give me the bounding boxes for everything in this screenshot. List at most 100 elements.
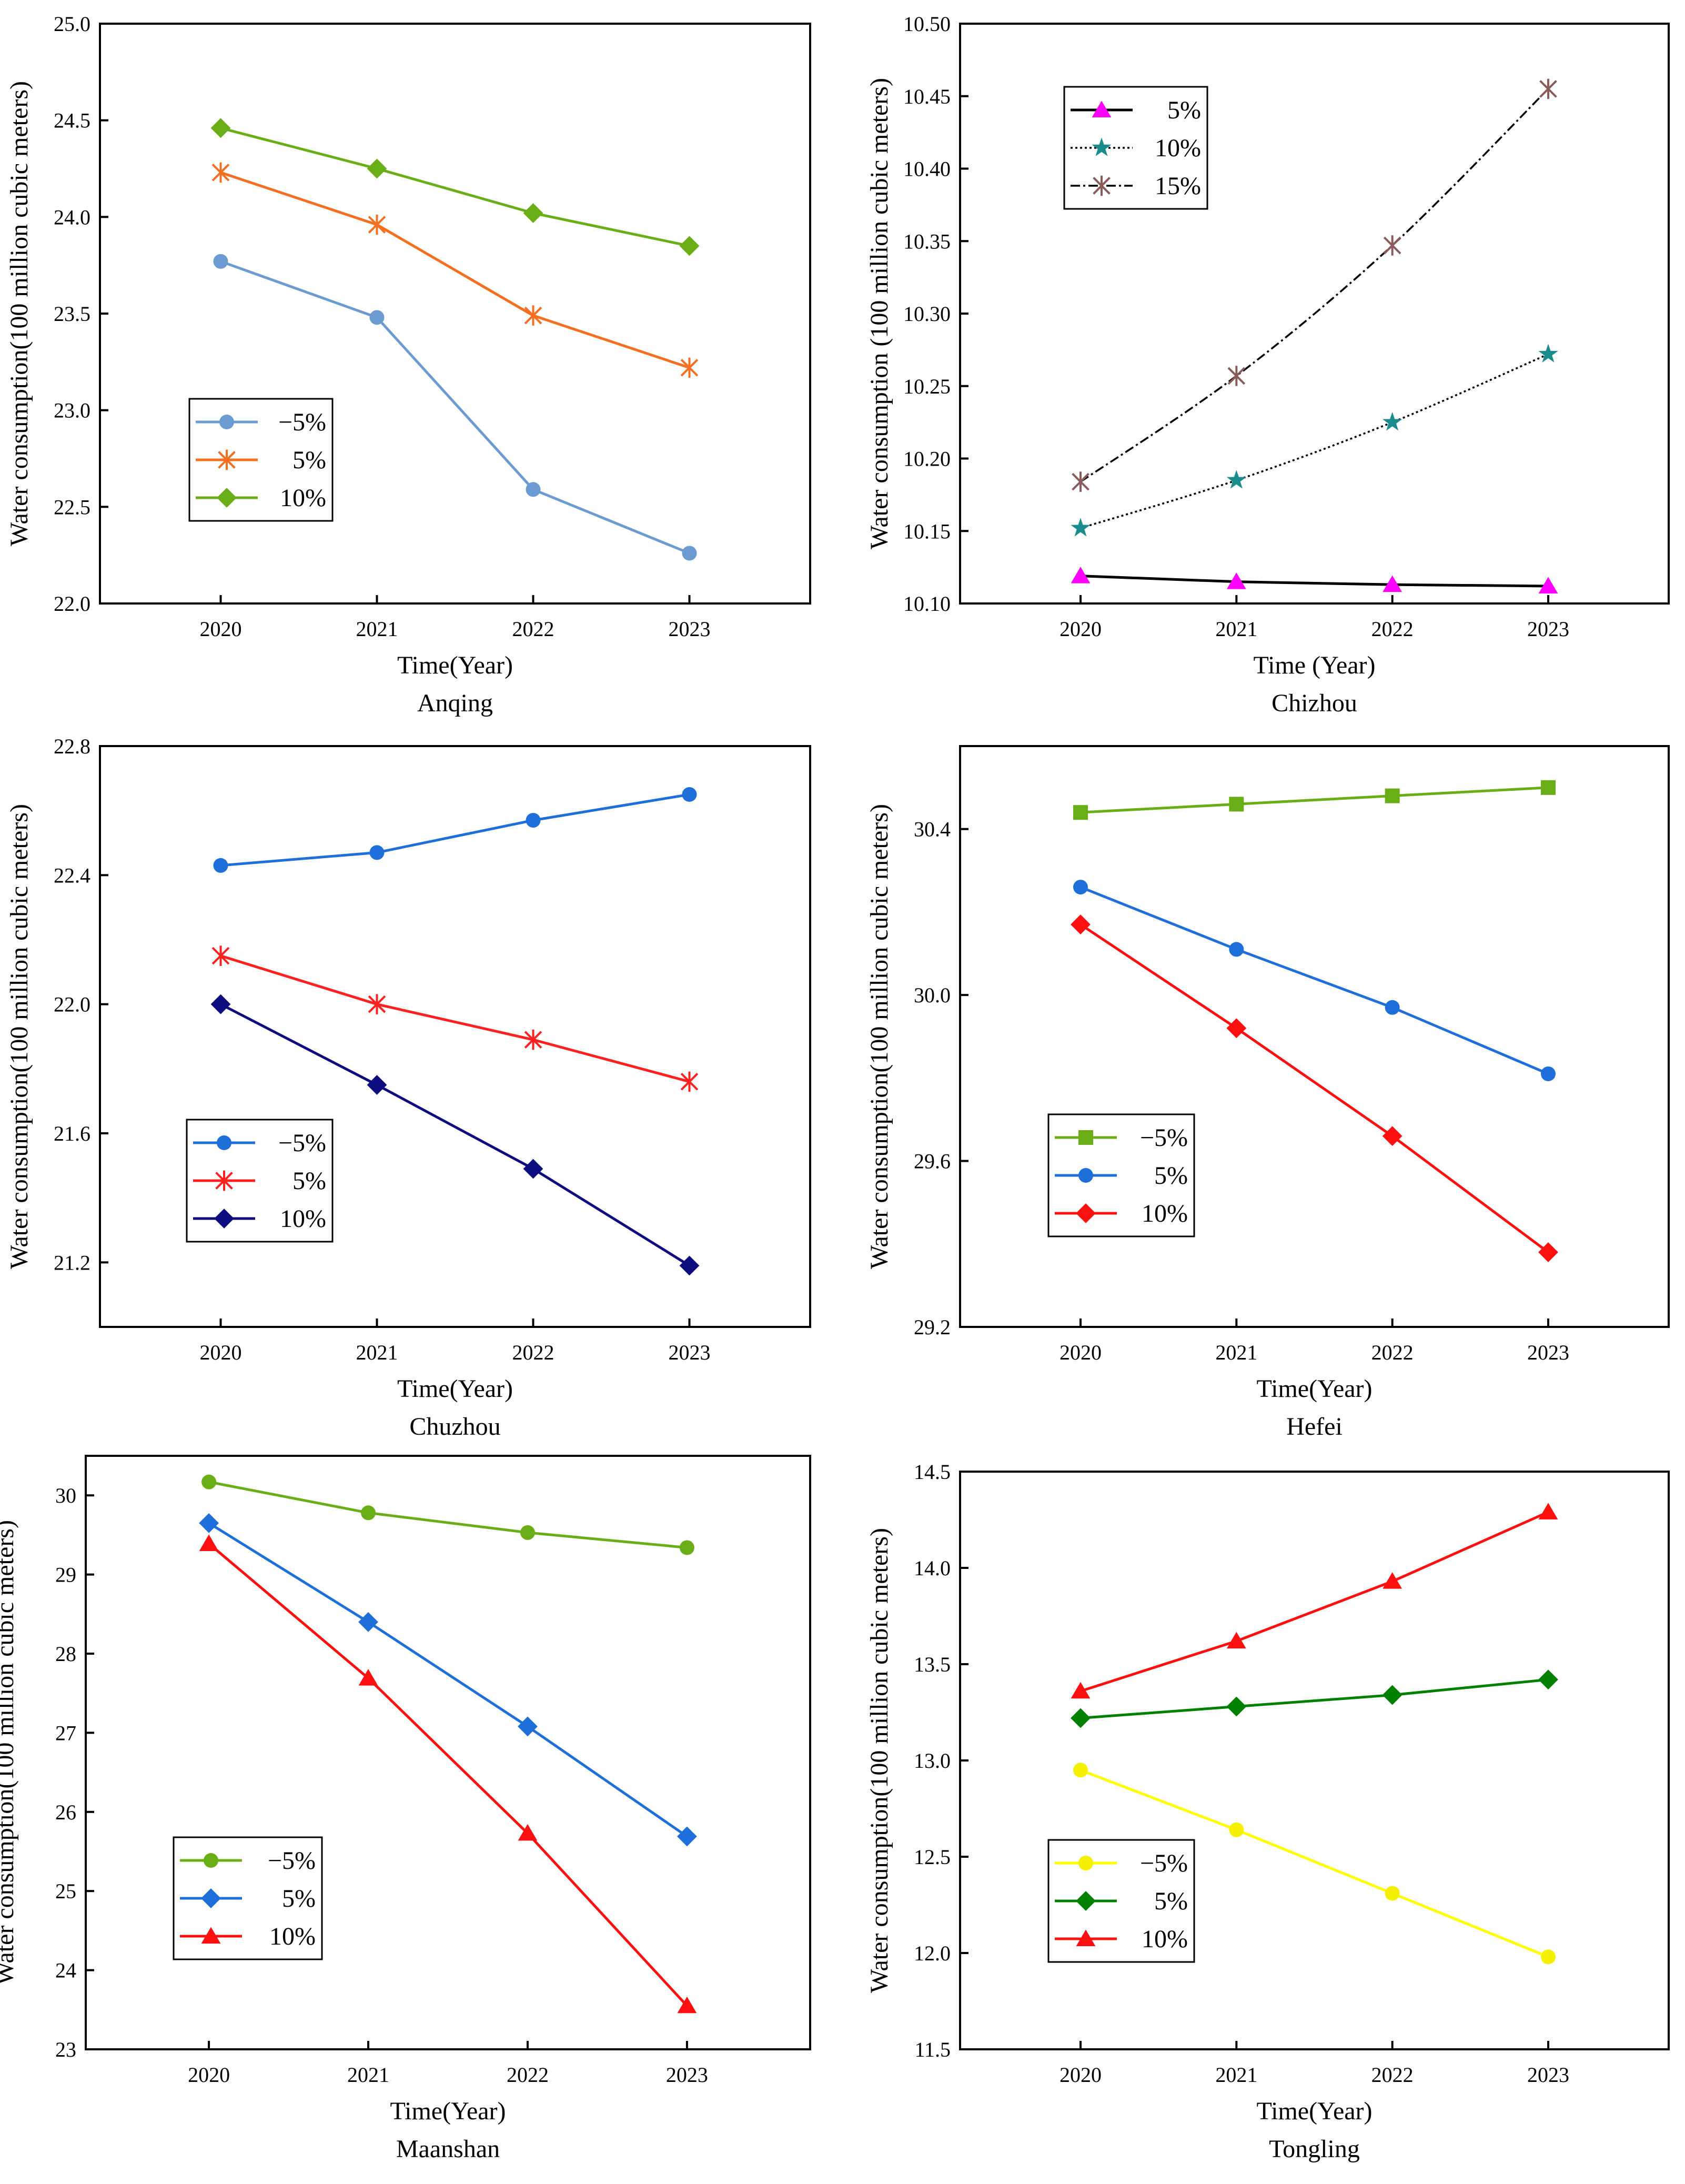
data-point (367, 1075, 387, 1095)
series-line (1080, 353, 1549, 529)
data-point (1385, 1000, 1400, 1015)
data-point (210, 118, 231, 138)
y-tick-label: 25.0 (54, 12, 90, 36)
legend-marker (1076, 1891, 1096, 1911)
legend-marker (201, 1888, 221, 1908)
x-axis-label: Time(Year) (1256, 2097, 1372, 2125)
y-tick-label: 30 (55, 1484, 76, 1507)
data-point (677, 1826, 697, 1847)
legend: −5% 5% 10% (186, 1119, 334, 1243)
x-tick-label: 2021 (356, 617, 398, 641)
plot-frame (85, 1455, 811, 2050)
legend-label: 5% (282, 1885, 316, 1913)
y-axis-label: Water consumption(100 million cubic mete… (5, 81, 33, 546)
x-tick-label: 2020 (1060, 617, 1102, 641)
data-point (1229, 797, 1244, 812)
chart-title: Anqing (417, 689, 493, 717)
series-3 (199, 1534, 697, 2014)
x-axis-label: Time (Year) (1253, 651, 1375, 679)
data-point (1383, 575, 1403, 592)
data-point (1226, 1632, 1246, 1649)
series-1 (201, 1474, 694, 1555)
y-tick-label: 24.0 (54, 205, 90, 229)
y-tick-label: 24 (55, 1959, 76, 1982)
data-point (368, 214, 386, 235)
series-2 (211, 162, 699, 378)
y-tick-label: 21.2 (54, 1251, 90, 1274)
series-line (1080, 1678, 1549, 1719)
legend-marker (201, 1927, 221, 1944)
chart-panel-6: 11.5 12.0 12.5 13.0 13.5 14.0 14.5 2020 2021 2022… (865, 1460, 1670, 2163)
x-tick-label: 2021 (1215, 2063, 1257, 2087)
legend-label: −5% (278, 1129, 326, 1157)
legend-label: 10% (280, 484, 326, 512)
data-point (1073, 805, 1088, 820)
chart-panel-5: 23 24 25 26 27 28 29 30 2020 2021 2022 2023 Time(Yea… (0, 1455, 811, 2163)
data-point (210, 994, 231, 1014)
y-tick-label: 10.50 (903, 12, 951, 36)
legend-marker (215, 1170, 233, 1191)
data-point (1382, 1685, 1403, 1705)
data-point (523, 1159, 543, 1179)
series-3 (1071, 1503, 1558, 1699)
legend-label: 5% (292, 446, 326, 474)
y-tick-label: 22.8 (54, 734, 90, 758)
x-tick-label: 2022 (512, 1341, 554, 1364)
y-tick-label: 12.5 (914, 1845, 951, 1869)
legend-marker (204, 1853, 218, 1868)
series-2 (1073, 880, 1556, 1081)
x-tick-label: 2023 (1527, 617, 1569, 641)
data-point (1229, 942, 1244, 957)
series-line (220, 260, 690, 555)
y-tick-label: 27 (55, 1721, 76, 1745)
data-point (1385, 1886, 1400, 1901)
x-axis-label: Time(Year) (1256, 1375, 1372, 1403)
chart-title: Hefei (1286, 1413, 1343, 1441)
legend-label: 5% (1154, 1162, 1188, 1190)
data-point (1073, 1763, 1088, 1778)
data-point (680, 1071, 699, 1092)
data-point (211, 162, 230, 183)
series-2 (1071, 344, 1558, 537)
data-point (679, 1255, 700, 1276)
legend-label: 5% (1154, 1887, 1188, 1915)
series-1 (213, 787, 697, 873)
x-tick-label: 2022 (512, 617, 554, 641)
data-point (1538, 1669, 1558, 1690)
data-point (213, 858, 228, 873)
series-3 (1072, 78, 1557, 492)
series-2 (1071, 1669, 1558, 1728)
data-point (1541, 780, 1556, 795)
y-tick-label: 23 (55, 2038, 76, 2061)
data-point (1538, 1503, 1558, 1519)
y-tick-label: 26 (55, 1800, 76, 1824)
y-tick-label: 24.5 (54, 109, 90, 133)
legend-box (1063, 86, 1208, 210)
chart-title: Maanshan (396, 2135, 500, 2163)
x-axis-label: Time(Year) (397, 651, 513, 679)
x-axis-label: Time(Year) (390, 2097, 506, 2125)
data-point (526, 482, 541, 497)
chart-panel-4: 29.2 29.6 30.0 30.4 2020 2021 2022 2023 Time(Yea… (865, 745, 1670, 1441)
data-point (518, 1716, 538, 1737)
data-point (1071, 567, 1091, 583)
data-point (358, 1669, 378, 1686)
y-tick-label: 10.45 (903, 85, 951, 108)
data-point (1385, 788, 1400, 803)
series-3 (210, 994, 700, 1276)
y-tick-label: 10.20 (903, 447, 951, 471)
y-tick-label: 30.4 (914, 818, 951, 841)
data-point (199, 1513, 219, 1533)
y-tick-label: 30.0 (914, 983, 951, 1007)
series-line (1080, 885, 1549, 1075)
legend-label: 10% (280, 1205, 326, 1233)
series-line (1080, 88, 1549, 483)
series-3 (210, 118, 700, 256)
chart-title: Chuzhou (409, 1413, 500, 1441)
legend-label: 15% (1155, 172, 1201, 200)
data-point (523, 203, 543, 223)
x-tick-label: 2020 (1060, 1341, 1102, 1364)
data-point (1072, 471, 1089, 492)
x-tick-label: 2020 (200, 617, 242, 641)
